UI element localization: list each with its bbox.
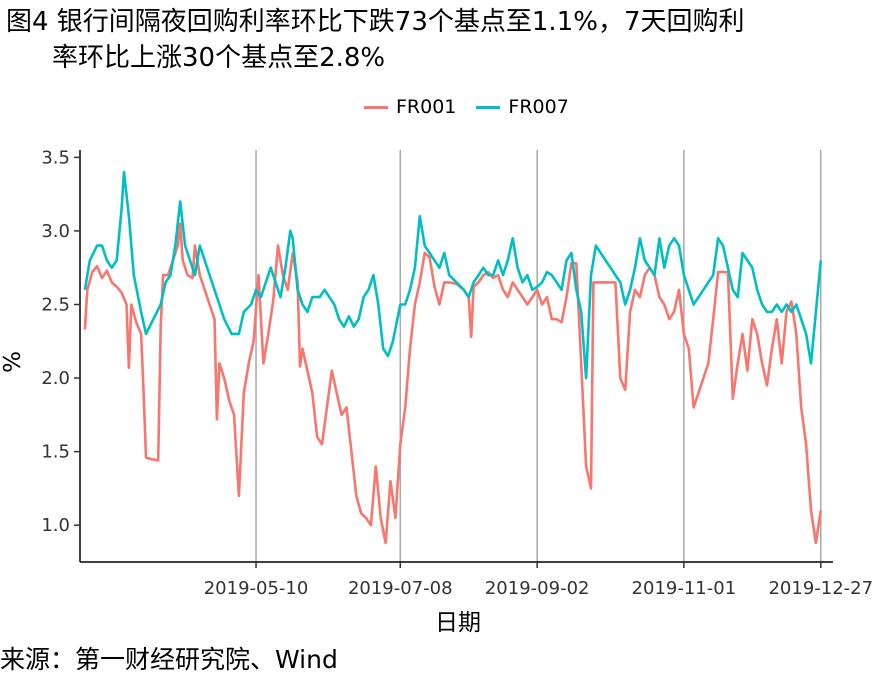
y-tick-label: 3.5 xyxy=(41,147,70,168)
x-axis-title: 日期 xyxy=(435,610,481,636)
legend-label-fr001: FR001 xyxy=(396,96,457,118)
legend-label-fr007: FR007 xyxy=(508,96,569,118)
y-axis-title: % xyxy=(0,351,26,373)
x-axis-ticks: 2019-05-10 2019-07-08 2019-09-02 2019-11-01… xyxy=(204,562,873,599)
gridlines xyxy=(255,150,822,562)
x-tick-label: 2019-07-08 xyxy=(348,578,453,599)
legend-swatch-fr001 xyxy=(364,105,388,109)
x-tick-label: 2019-05-10 xyxy=(204,578,309,599)
legend-swatch-fr007 xyxy=(476,105,501,109)
source-note: 来源：第一财经研究院、Wind xyxy=(0,645,338,674)
y-axis-ticks: 1.0 1.5 2.0 2.5 3.0 3.5 xyxy=(41,147,80,536)
legend-item-fr001: FR001 xyxy=(364,96,456,118)
chart-title-line-1: 图4 银行间隔夜回购利率环比下跌73个基点至1.1%，7天回购利 xyxy=(6,7,745,37)
series-layer xyxy=(83,170,823,545)
x-tick-label: 2019-12-27 xyxy=(768,578,873,599)
y-tick-label: 1.5 xyxy=(41,442,70,463)
legend: FR001 FR007 xyxy=(364,96,589,118)
y-tick-label: 2.0 xyxy=(41,368,70,389)
y-tick-label: 2.5 xyxy=(41,295,70,316)
y-tick-label: 1.0 xyxy=(41,515,70,536)
series-line-fr007 xyxy=(83,170,823,380)
x-tick-label: 2019-09-02 xyxy=(485,578,590,599)
y-tick-label: 3.0 xyxy=(41,221,70,242)
x-tick-label: 2019-11-01 xyxy=(632,578,737,599)
legend-item-fr007: FR007 xyxy=(476,96,569,118)
line-chart: 1.01.52.02.53.03.5 2019-05-10 2019-07-08 2… xyxy=(0,147,873,636)
axes xyxy=(79,150,833,563)
chart-title: 图4 银行间隔夜回购利率环比下跌73个基点至1.1%，7天回购利 率环比上涨30… xyxy=(6,4,876,76)
chart-title-line-2: 率环比上涨30个基点至2.8% xyxy=(52,43,386,73)
